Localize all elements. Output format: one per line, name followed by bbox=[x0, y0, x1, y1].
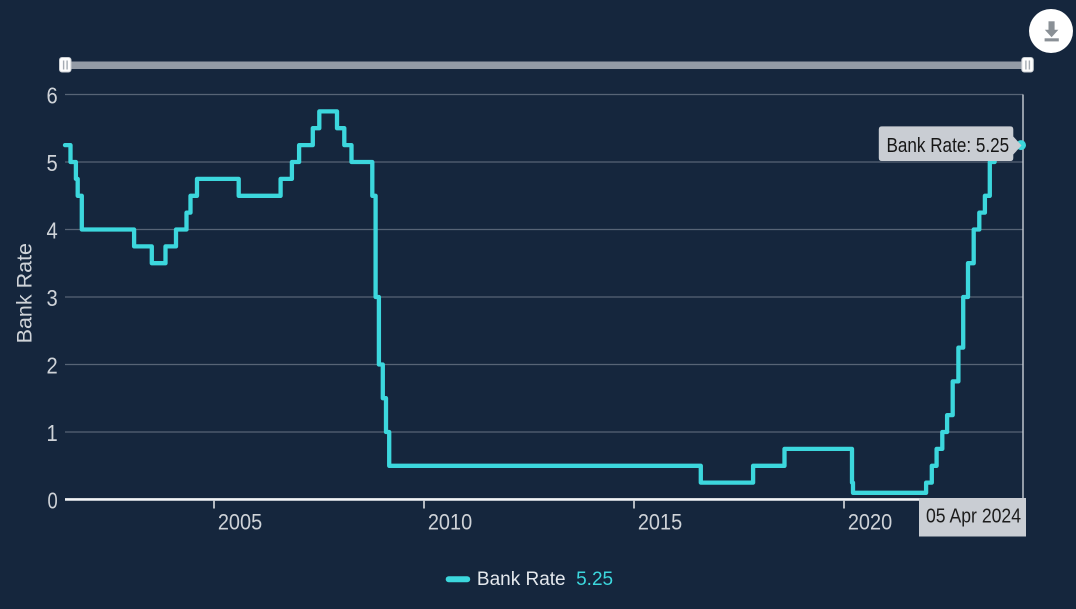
svg-text:2010: 2010 bbox=[428, 509, 472, 534]
svg-text:Bank Rate: Bank Rate bbox=[13, 243, 37, 343]
svg-text:5.25: 5.25 bbox=[576, 569, 613, 590]
svg-text:Bank Rate: 5.25: Bank Rate: 5.25 bbox=[887, 134, 1010, 157]
svg-text:2005: 2005 bbox=[218, 509, 262, 534]
svg-text:2: 2 bbox=[47, 353, 58, 379]
svg-text:2020: 2020 bbox=[848, 509, 892, 534]
svg-text:1: 1 bbox=[47, 420, 58, 446]
svg-text:05 Apr 2024: 05 Apr 2024 bbox=[926, 505, 1021, 527]
svg-text:2015: 2015 bbox=[638, 509, 682, 534]
svg-text:5: 5 bbox=[47, 150, 58, 176]
svg-text:0: 0 bbox=[48, 488, 58, 514]
svg-text:Bank Rate: Bank Rate bbox=[477, 569, 566, 590]
svg-text:6: 6 bbox=[47, 83, 58, 109]
svg-text:3: 3 bbox=[47, 285, 58, 311]
svg-text:4: 4 bbox=[47, 218, 58, 244]
